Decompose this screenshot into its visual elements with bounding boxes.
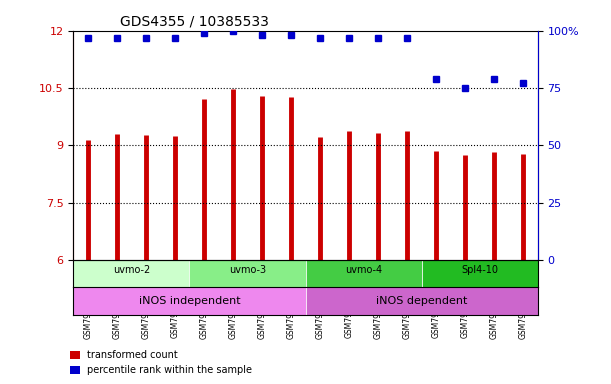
Text: Spl4-10: Spl4-10 (461, 265, 498, 275)
FancyBboxPatch shape (422, 260, 538, 287)
Text: iNOS independent: iNOS independent (139, 296, 240, 306)
FancyBboxPatch shape (306, 287, 538, 315)
Text: uvmo-3: uvmo-3 (229, 265, 266, 275)
FancyBboxPatch shape (73, 287, 306, 315)
Legend: transformed count, percentile rank within the sample: transformed count, percentile rank withi… (66, 346, 256, 379)
Text: uvmo-4: uvmo-4 (345, 265, 382, 275)
Text: GDS4355 / 10385533: GDS4355 / 10385533 (120, 14, 269, 28)
Text: uvmo-2: uvmo-2 (113, 265, 150, 275)
FancyBboxPatch shape (306, 260, 422, 287)
Text: iNOS dependent: iNOS dependent (376, 296, 467, 306)
FancyBboxPatch shape (73, 260, 189, 287)
FancyBboxPatch shape (189, 260, 306, 287)
